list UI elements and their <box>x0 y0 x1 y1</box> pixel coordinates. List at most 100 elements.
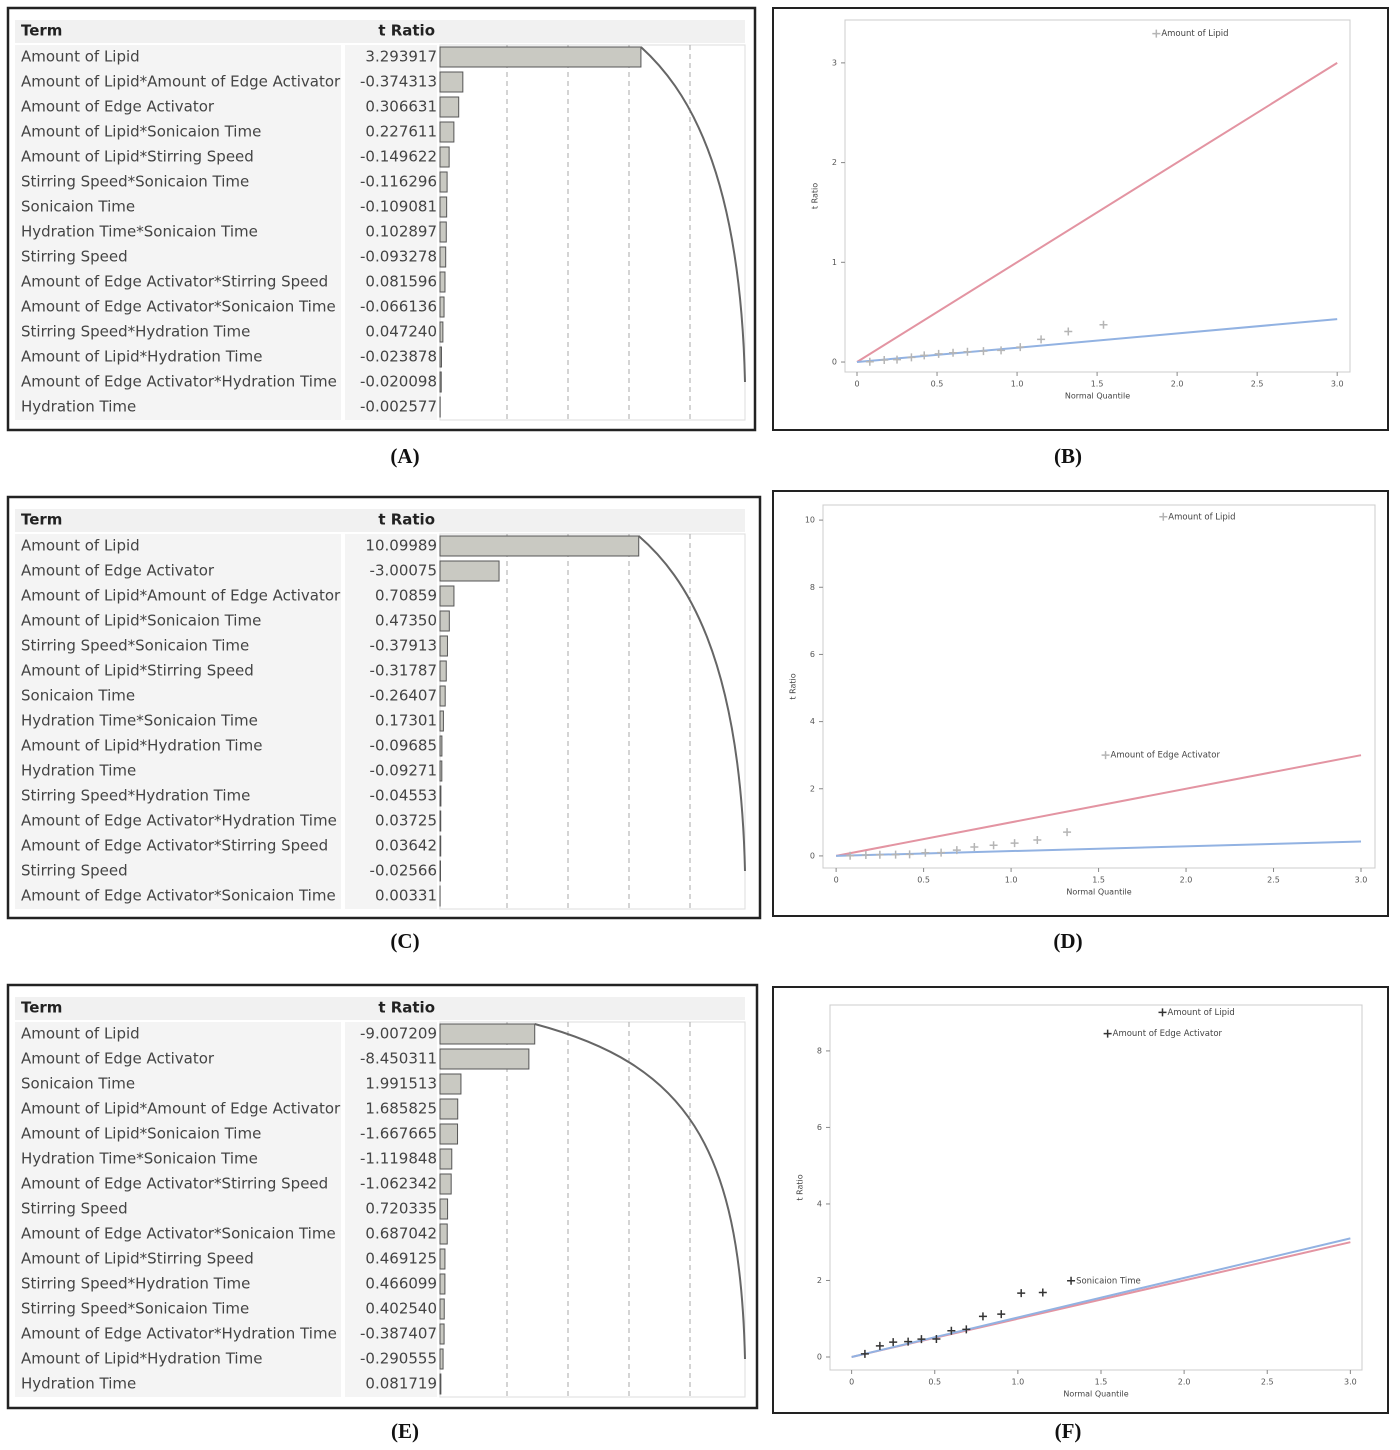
bar <box>439 121 455 143</box>
y-tick-label: 4 <box>817 1199 822 1208</box>
term-label: Amount of Lipid <box>21 1025 140 1043</box>
term-label: Amount of Lipid*Amount of Edge Activator <box>21 587 341 605</box>
value-label: 0.047240 <box>365 323 437 341</box>
value-column-bg <box>345 1022 437 1397</box>
panel-caption: (D) <box>1053 929 1082 953</box>
x-tick-label: 0 <box>854 380 859 389</box>
column-header: t Ratio <box>378 999 435 1017</box>
bar <box>439 710 444 732</box>
bar <box>439 635 448 657</box>
point <box>920 351 929 360</box>
y-tick-label: 6 <box>817 1123 822 1132</box>
term-label: Amount of Lipid <box>21 537 140 555</box>
bar <box>439 146 450 168</box>
bar <box>439 810 442 832</box>
value-label: 0.03642 <box>375 837 437 855</box>
bar <box>439 1098 459 1120</box>
y-tick-label: 0 <box>817 1352 822 1361</box>
header-bg <box>15 509 745 532</box>
term-label: Amount of Lipid*Sonicaion Time <box>21 612 261 630</box>
term-label: Stirring Speed*Hydration Time <box>21 323 250 341</box>
point-label: Amount of Edge Activator <box>1111 751 1221 761</box>
bar <box>439 1323 445 1345</box>
point <box>880 356 889 365</box>
point-label: Amount of Edge Activator <box>1113 1029 1223 1039</box>
x-tick-label: 3.0 <box>1331 380 1344 389</box>
point <box>970 843 979 852</box>
y-axis-label: t Ratio <box>789 673 798 699</box>
term-label: Hydration Time*Sonicaion Time <box>21 223 258 241</box>
y-tick-label: 0 <box>832 358 837 367</box>
bar <box>439 760 443 782</box>
y-tick-label: 2 <box>832 158 837 167</box>
bar <box>439 246 447 268</box>
term-label: Stirring Speed*Sonicaion Time <box>21 173 249 191</box>
value-label: 0.03725 <box>375 812 437 830</box>
value-label: -0.020098 <box>360 373 437 391</box>
term-label: Amount of Edge Activator*Stirring Speed <box>21 1175 328 1193</box>
x-tick-label: 1.0 <box>1005 876 1018 885</box>
x-tick-label: 1.5 <box>1091 380 1104 389</box>
term-label: Amount of Lipid*Stirring Speed <box>21 148 254 166</box>
bar <box>439 1073 462 1095</box>
value-label: -0.066136 <box>360 298 437 316</box>
term-label: Amount of Lipid*Hydration Time <box>21 1350 262 1368</box>
value-label: -0.37913 <box>370 637 437 655</box>
bar-area <box>439 44 746 421</box>
reference-line <box>856 62 1338 363</box>
y-tick-label: 3 <box>832 58 837 67</box>
value-label: -0.387407 <box>360 1325 437 1343</box>
point-label: Amount of Lipid <box>1168 512 1235 522</box>
value-label: 3.293917 <box>365 48 437 66</box>
point <box>1016 343 1025 352</box>
term-column-bg <box>15 1022 341 1397</box>
value-label: -0.149622 <box>360 148 437 166</box>
value-label: -1.667665 <box>360 1125 437 1143</box>
bar <box>439 346 442 368</box>
x-axis-label: Normal Quantile <box>1063 1390 1128 1399</box>
value-label: 0.17301 <box>375 712 437 730</box>
point <box>917 1335 926 1344</box>
column-header: Term <box>21 999 62 1017</box>
term-label: Amount of Lipid <box>21 48 140 66</box>
point <box>1159 512 1168 521</box>
plot-frame <box>829 1004 1363 1371</box>
bar <box>439 371 442 393</box>
bar <box>439 71 464 93</box>
value-column-bg <box>345 45 437 420</box>
bar <box>439 1348 444 1370</box>
y-tick-label: 8 <box>817 1046 822 1055</box>
term-column-bg <box>15 534 341 909</box>
term-label: Stirring Speed <box>21 1200 128 1218</box>
value-label: 1.685825 <box>365 1100 437 1118</box>
x-tick-label: 2.0 <box>1180 876 1193 885</box>
point <box>1038 1288 1047 1297</box>
y-axis-label: t Ratio <box>811 183 820 209</box>
point <box>978 1312 987 1321</box>
bar <box>439 585 455 607</box>
y-axis-label: t Ratio <box>796 1174 805 1200</box>
point <box>997 346 1006 355</box>
value-label: 0.687042 <box>365 1225 437 1243</box>
reference-line <box>851 1237 1351 1358</box>
value-label: 0.227611 <box>365 123 437 141</box>
bar <box>439 196 448 218</box>
reference-line <box>835 754 1362 857</box>
bar <box>439 1198 449 1220</box>
value-label: -0.04553 <box>370 787 437 805</box>
term-label: Amount of Edge Activator*Stirring Speed <box>21 837 328 855</box>
panel-caption: (B) <box>1054 444 1082 468</box>
x-tick-label: 1.5 <box>1092 876 1105 885</box>
value-label: -0.26407 <box>370 687 437 705</box>
x-tick-label: 2.5 <box>1267 876 1280 885</box>
bar <box>439 835 442 857</box>
value-label: -0.31787 <box>370 662 437 680</box>
point <box>1033 836 1042 845</box>
term-label: Amount of Edge Activator*Sonicaion Time <box>21 1225 336 1243</box>
point <box>932 1335 941 1344</box>
value-label: -1.062342 <box>360 1175 437 1193</box>
column-header: Term <box>21 511 62 529</box>
panel-caption: (A) <box>390 444 419 468</box>
bar <box>439 1173 452 1195</box>
point <box>949 348 958 357</box>
